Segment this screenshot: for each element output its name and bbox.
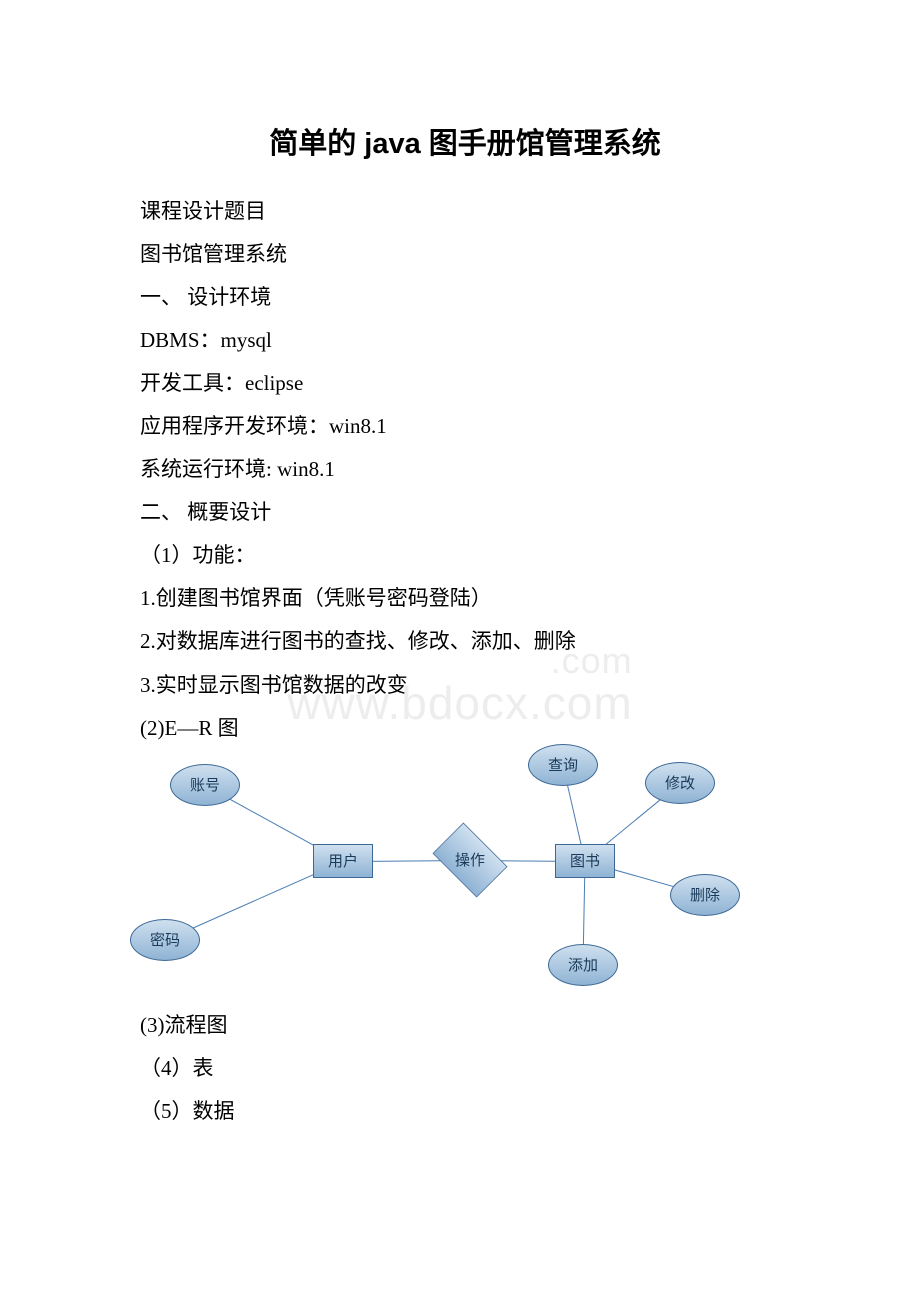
text-line: 图书馆管理系统 <box>140 233 790 276</box>
page: 简单的 java 图手册馆管理系统 课程设计题目 图书馆管理系统 一、 设计环境… <box>0 0 920 1133</box>
text-line: 课程设计题目 <box>140 190 790 233</box>
text-line: (3)流程图 <box>140 1004 790 1047</box>
text-line: DBMS：mysql <box>140 319 790 362</box>
er-node-query: 查询 <box>528 744 598 786</box>
er-node-user: 用户 <box>313 844 373 878</box>
text-line: （5）数据 <box>140 1090 790 1133</box>
er-node-password: 密码 <box>130 919 200 961</box>
text-line: 应用程序开发环境：win8.1 <box>140 405 790 448</box>
text-line: 开发工具：eclipse <box>140 362 790 405</box>
er-node-add: 添加 <box>548 944 618 986</box>
text-line: 一、 设计环境 <box>140 276 790 319</box>
er-diagram: 账号密码 用户 操作 图书 查询 修改删除添加 <box>130 744 790 1004</box>
text-line: （4）表 <box>140 1047 790 1090</box>
er-node-op: 操作 <box>430 832 510 888</box>
text-line: 二、 概要设计 <box>140 491 790 534</box>
page-title: 简单的 java 图手册馆管理系统 <box>140 120 790 162</box>
text-line: 2.对数据库进行图书的查找、修改、添加、删除 <box>140 620 790 663</box>
er-node-delete: 删除 <box>670 874 740 916</box>
er-node-account: 账号 <box>170 764 240 806</box>
er-node-book: 图书 <box>555 844 615 878</box>
text-line: 系统运行环境: win8.1 <box>140 448 790 491</box>
er-node-modify: 修改 <box>645 762 715 804</box>
text-line: 3.实时显示图书馆数据的改变 <box>140 664 790 707</box>
text-line: （1）功能： <box>140 534 790 577</box>
text-line: 1.创建图书馆界面（凭账号密码登陆） <box>140 577 790 620</box>
